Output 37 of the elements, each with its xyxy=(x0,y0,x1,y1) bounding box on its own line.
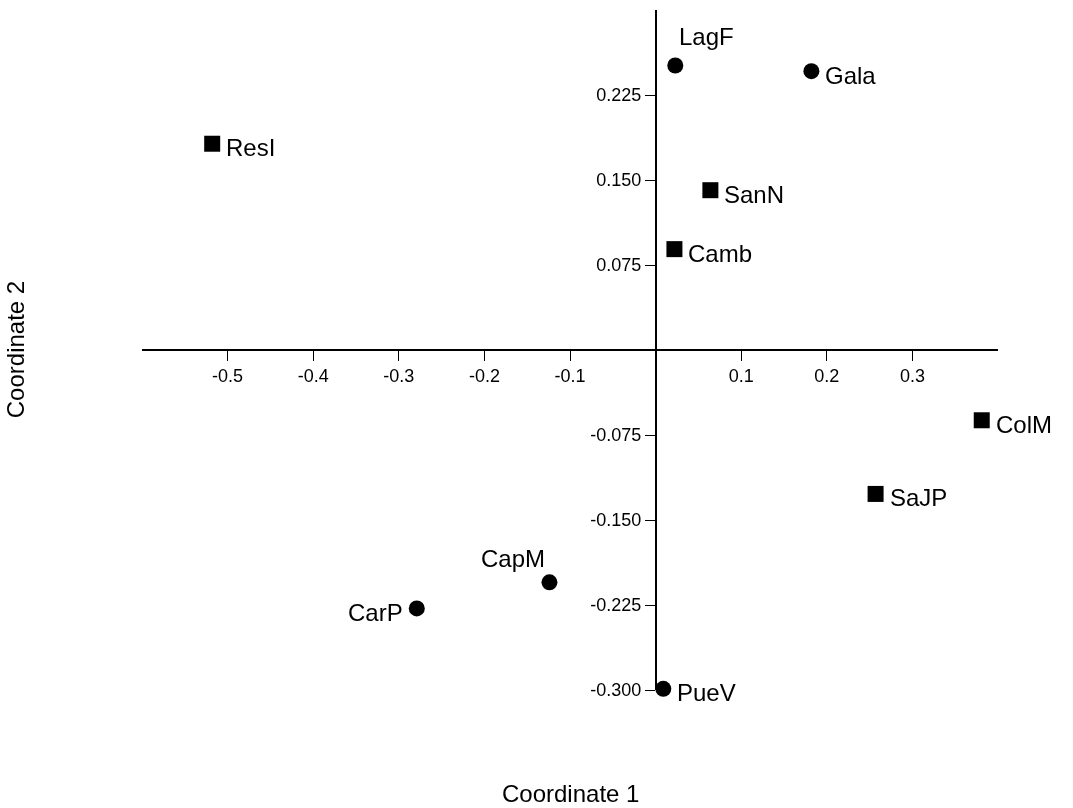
annotation: SaJP xyxy=(890,484,948,511)
point xyxy=(204,135,221,152)
y-tick-label: -0.075 xyxy=(590,425,642,446)
point xyxy=(702,182,719,199)
x-tick-label: -0.4 xyxy=(297,366,329,387)
point xyxy=(655,680,672,697)
annotation: CapM xyxy=(481,545,546,572)
annotation: LagF xyxy=(679,23,734,50)
point xyxy=(803,63,820,80)
x-tick-label: -0.3 xyxy=(383,366,415,387)
annotation: Gala xyxy=(825,62,877,89)
x-tick-label: -0.5 xyxy=(212,366,244,387)
y-tick-label: 0.075 xyxy=(596,255,642,276)
annotation: ResI xyxy=(226,134,276,161)
y-tick-label: -0.225 xyxy=(590,595,642,616)
annotation: SanN xyxy=(724,181,785,208)
point xyxy=(973,412,990,429)
point xyxy=(408,600,425,617)
x-axis-title: Coordinate 1 xyxy=(502,780,640,807)
point xyxy=(667,57,684,74)
y-tick-label: -0.150 xyxy=(590,510,642,531)
annotation: PueV xyxy=(677,679,736,706)
x-tick-label: 0.3 xyxy=(899,366,925,387)
point xyxy=(867,485,884,502)
annotation: ColM xyxy=(996,411,1053,438)
y-axis-title: Coordinate 2 xyxy=(2,280,30,419)
point xyxy=(666,241,683,258)
y-tick-label: 0.150 xyxy=(596,170,642,191)
point xyxy=(541,574,558,591)
y-tick-label: -0.300 xyxy=(590,680,642,701)
y-tick-label: 0.225 xyxy=(596,85,642,106)
x-tick-label: 0.2 xyxy=(814,366,840,387)
x-tick-label: -0.2 xyxy=(468,366,500,387)
annotation: Camb xyxy=(688,240,753,267)
x-tick-label: -0.1 xyxy=(554,366,586,387)
annotation: CarP xyxy=(348,599,403,626)
x-tick-label: 0.1 xyxy=(728,366,754,387)
